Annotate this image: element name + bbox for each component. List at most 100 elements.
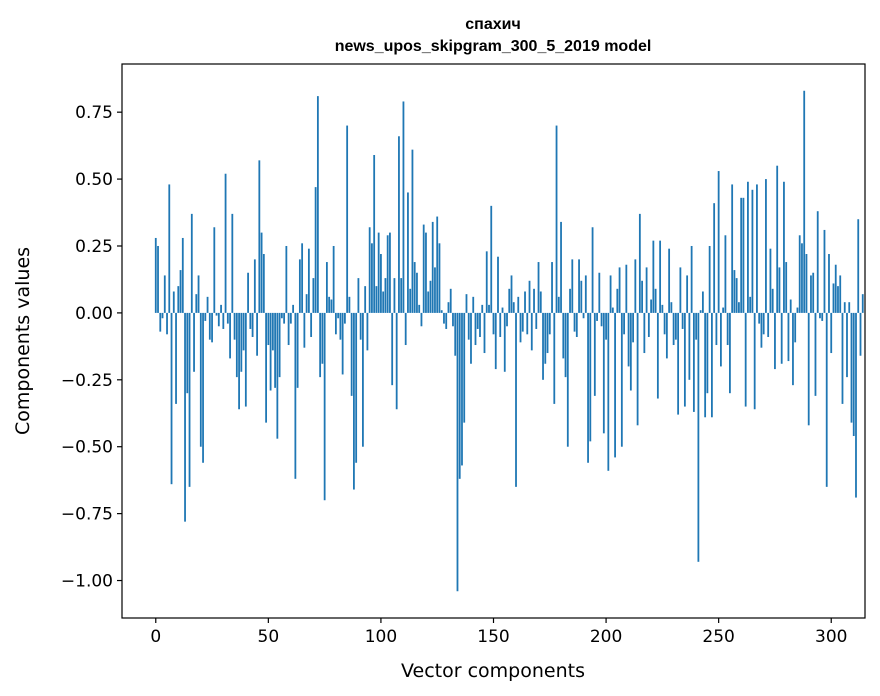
bar (456, 312, 459, 592)
bar (240, 312, 243, 372)
bar (701, 291, 704, 313)
bar (307, 248, 310, 313)
bar (253, 259, 256, 313)
bar (787, 312, 790, 362)
bar (573, 312, 576, 332)
bar (846, 312, 848, 378)
bar (796, 307, 799, 313)
bar (828, 254, 830, 313)
bar (168, 184, 171, 313)
bar (276, 312, 279, 439)
bar (726, 312, 729, 346)
plot-frame (121, 63, 866, 619)
bar (490, 205, 493, 313)
bar (542, 312, 544, 380)
x-tick-label: 250 (702, 627, 734, 647)
x-axis-label: Vector components (401, 660, 585, 682)
bar (231, 213, 234, 313)
bar (731, 184, 734, 313)
bar (706, 312, 709, 394)
bar (832, 283, 835, 313)
bar (717, 171, 720, 313)
bar (751, 189, 754, 313)
bar (816, 211, 819, 313)
bar (801, 243, 803, 313)
bar (389, 232, 391, 313)
bar (197, 275, 200, 313)
x-tick-label: 300 (815, 627, 847, 647)
bar (274, 312, 276, 388)
bar (555, 125, 558, 313)
bar (193, 312, 195, 372)
bar (215, 312, 218, 316)
bar (175, 312, 177, 404)
bar (319, 312, 322, 378)
bar (843, 302, 846, 313)
bar (177, 286, 180, 313)
bar (492, 312, 495, 335)
bar (546, 312, 549, 354)
y-tick-label: −0.25 (61, 371, 113, 391)
bar (226, 312, 229, 324)
bar (805, 254, 808, 313)
bar (368, 227, 371, 313)
bar (506, 312, 508, 327)
bar (861, 294, 864, 313)
bar (571, 259, 574, 313)
bar (850, 312, 853, 423)
bar (303, 312, 306, 348)
bar (508, 288, 511, 313)
bar (780, 312, 783, 364)
bar (485, 251, 488, 313)
bar (607, 312, 610, 471)
bar (461, 312, 463, 466)
bar (488, 304, 490, 313)
bar (339, 312, 342, 340)
bar (362, 312, 364, 447)
bar (373, 155, 376, 313)
bar (692, 312, 695, 412)
bar (355, 312, 358, 463)
bar (294, 312, 297, 479)
bar (638, 213, 641, 313)
bar (708, 245, 711, 313)
bar (575, 312, 578, 337)
bar (670, 302, 673, 313)
bar (857, 219, 860, 313)
bar (181, 237, 184, 313)
bar (470, 312, 472, 364)
bar (735, 278, 738, 313)
bar (443, 312, 445, 324)
bar (668, 248, 671, 313)
bar (587, 312, 589, 463)
chart-title: спахич (465, 16, 520, 33)
bar (325, 262, 328, 313)
bar (436, 216, 439, 313)
bar (159, 312, 162, 332)
bar (589, 312, 592, 442)
bar (537, 262, 540, 313)
bar (242, 312, 245, 351)
bar (166, 312, 168, 335)
bar (454, 312, 457, 356)
bar (161, 312, 164, 319)
bar (267, 312, 270, 346)
x-tick-label: 150 (477, 627, 509, 647)
bar (278, 312, 281, 378)
bar (578, 259, 580, 313)
bar (357, 278, 360, 313)
bar (427, 291, 430, 313)
bar (654, 288, 657, 313)
bar (330, 299, 333, 313)
bar (233, 312, 236, 340)
bar (634, 259, 637, 313)
bar (569, 288, 571, 313)
bar (535, 312, 538, 329)
bar (665, 312, 668, 359)
bar (686, 275, 689, 313)
bar (560, 221, 562, 313)
bar (244, 312, 247, 407)
bar (715, 312, 718, 346)
bar (765, 179, 767, 313)
